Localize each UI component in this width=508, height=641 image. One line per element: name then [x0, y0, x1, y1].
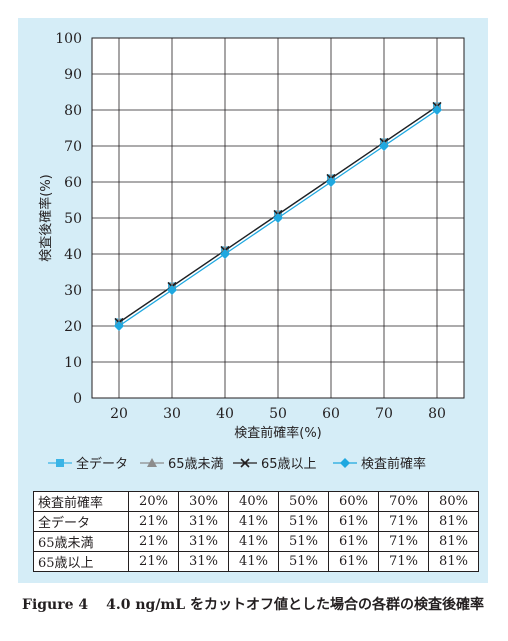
caption-cutoff: 4.0 ng/mL: [106, 597, 186, 613]
legend-marker: [240, 458, 250, 468]
data-point: [167, 285, 177, 295]
table-cell: 31%: [178, 511, 229, 532]
table-cell: 41%: [228, 531, 279, 552]
cross-stroke: [240, 458, 250, 468]
table-row-label: 65歳未満: [33, 531, 129, 552]
figure-label: Figure 4: [22, 597, 89, 613]
table-cell: 21%: [128, 511, 179, 532]
table-row: 65歳以上 21% 31% 41% 51% 61% 71% 81%: [33, 551, 479, 572]
table-row-label: 65歳以上: [33, 551, 129, 572]
x-tick-label: 50: [269, 406, 287, 422]
legend-label: 全データ: [76, 456, 128, 472]
table-cell: 71%: [378, 511, 429, 532]
y-tick-label: 60: [64, 175, 82, 191]
table-header-cell: 60%: [328, 491, 379, 512]
table-header-cell: 80%: [428, 491, 479, 512]
legend: 全データ 65歳未満 65歳以上 検査前確率: [48, 456, 426, 472]
data-point: [432, 105, 442, 115]
legend-item: 65歳以上: [233, 457, 317, 472]
legend-label: 65歳未満: [168, 457, 224, 472]
y-tick-label: 90: [64, 67, 82, 83]
x-axis-ticks: 20 30 40 50 60 70 80: [110, 406, 446, 422]
table-cell: 61%: [328, 511, 379, 532]
legend-item: 65歳未満: [140, 457, 224, 472]
data-point: [220, 249, 230, 259]
data-point: [273, 213, 283, 223]
table-header-label: 検査前確率: [33, 491, 129, 512]
caption-text: をカットオフ値とした場合の各群の検査後確率: [185, 597, 484, 613]
table-header-cell: 40%: [228, 491, 279, 512]
y-tick-label: 70: [64, 139, 82, 155]
table-cell: 51%: [278, 511, 329, 532]
table-cell: 81%: [428, 511, 479, 532]
table-header-cell: 50%: [278, 491, 329, 512]
table-cell: 51%: [278, 551, 329, 572]
table-cell: 31%: [178, 551, 229, 572]
y-tick-label: 50: [64, 211, 82, 227]
x-tick-label: 20: [110, 406, 128, 422]
legend-item: 検査前確率: [333, 456, 426, 472]
table-cell: 81%: [428, 531, 479, 552]
table-cell: 71%: [378, 551, 429, 572]
table-cell: 71%: [378, 531, 429, 552]
x-axis-label: 検査前確率(%): [234, 425, 322, 441]
y-axis-ticks: 0 10 20 30 40 50 60 70 80 90 100: [55, 31, 82, 407]
figure-caption: Figure 4 4.0 ng/mL をカットオフ値とした場合の各群の検査後確率: [22, 594, 492, 616]
legend-label: 検査前確率: [361, 456, 426, 472]
legend-marker: [340, 458, 350, 468]
table-cell: 51%: [278, 531, 329, 552]
grid-lines: [92, 38, 464, 398]
data-table: 検査前確率 20% 30% 40% 50% 60% 70% 80% 全データ 2…: [33, 491, 479, 572]
table-cell: 21%: [128, 551, 179, 572]
line-chart: 0 10 20 30 40 50 60 70 80 90 100 20 30 40 50 60 70 80 検査…: [38, 31, 465, 472]
table-cell: 61%: [328, 531, 379, 552]
y-axis-label: 検査後確率(%): [38, 174, 54, 262]
table-row: 全データ 21% 31% 41% 51% 61% 71% 81%: [33, 511, 479, 532]
data-point: [114, 321, 124, 331]
table-cell: 41%: [228, 551, 279, 572]
data-point: [326, 177, 336, 187]
y-tick-label: 0: [73, 391, 82, 407]
table-cell: 81%: [428, 551, 479, 572]
legend-marker: [56, 459, 64, 467]
table-cell: 31%: [178, 531, 229, 552]
table-header-row: 検査前確率 20% 30% 40% 50% 60% 70% 80%: [33, 491, 479, 512]
y-tick-label: 40: [64, 247, 82, 263]
table-cell: 41%: [228, 511, 279, 532]
table-cell: 61%: [328, 551, 379, 572]
x-tick-label: 30: [163, 406, 181, 422]
legend-item: 全データ: [48, 456, 128, 472]
y-tick-label: 20: [64, 319, 82, 335]
series-4: [114, 105, 442, 331]
y-tick-label: 80: [64, 103, 82, 119]
y-tick-label: 30: [64, 283, 82, 299]
data-point: [379, 141, 389, 151]
x-tick-label: 60: [322, 406, 340, 422]
x-tick-label: 70: [375, 406, 393, 422]
table-cell: 21%: [128, 531, 179, 552]
table-row-label: 全データ: [33, 511, 129, 532]
y-tick-label: 100: [55, 31, 82, 47]
table-header-cell: 20%: [128, 491, 179, 512]
legend-label: 65歳以上: [261, 457, 317, 472]
table-header-cell: 70%: [378, 491, 429, 512]
y-tick-label: 10: [64, 355, 82, 371]
table-header-cell: 30%: [178, 491, 229, 512]
series-group: [114, 101, 442, 331]
x-tick-label: 80: [428, 406, 446, 422]
table-row: 65歳未満 21% 31% 41% 51% 61% 71% 81%: [33, 531, 479, 552]
x-tick-label: 40: [216, 406, 234, 422]
legend-marker: [147, 458, 157, 467]
